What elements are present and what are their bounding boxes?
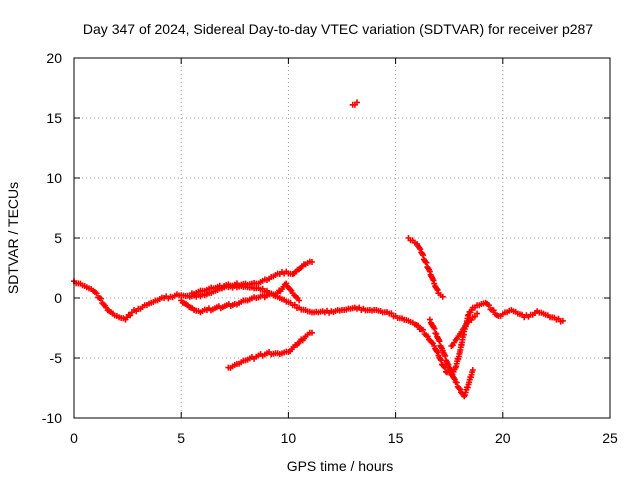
data-point-fill [417, 246, 424, 253]
y-tick-label: 15 [46, 110, 62, 126]
data-point [308, 329, 315, 336]
data-point [439, 293, 446, 300]
y-tick-label: -5 [50, 350, 63, 366]
data-point-fill [432, 330, 439, 337]
grid-lines [74, 58, 610, 418]
data-point [296, 297, 303, 304]
data-point [559, 317, 566, 324]
data-point [308, 259, 315, 265]
data-point [474, 310, 481, 317]
data-point-fill [98, 295, 105, 302]
y-axis-label: SDTVAR / TECUs [5, 182, 21, 294]
y-tick-label: 10 [46, 170, 62, 186]
x-tick-label: 25 [602, 430, 618, 446]
data-point-fill [415, 322, 422, 329]
data-point-fill [93, 290, 100, 297]
data-point [469, 367, 476, 373]
y-tick-label: -10 [42, 410, 62, 426]
data-point-fill [423, 259, 430, 266]
x-tick-label: 0 [70, 430, 78, 446]
data-point [424, 333, 431, 340]
data-point-fill [388, 310, 395, 317]
data-points [71, 99, 566, 400]
data-point-fill [436, 338, 443, 345]
y-tick-label: 0 [54, 290, 62, 306]
plot-frame [73, 57, 611, 419]
x-axis-label: GPS time / hours [287, 458, 394, 474]
chart-title: Day 347 of 2024, Sidereal Day-to-day VTE… [83, 21, 593, 37]
x-tick-labels: 0 5 10 15 20 25 [70, 430, 618, 446]
data-point [426, 316, 433, 323]
data-point [283, 280, 290, 287]
x-tick-label: 5 [177, 430, 185, 446]
data-point-fill [442, 352, 449, 359]
data-point-fill [490, 307, 497, 314]
data-point-fill [291, 301, 298, 308]
data-point [456, 386, 463, 393]
data-point-fill [434, 349, 441, 356]
data-point-fill [419, 326, 426, 333]
data-point-fill [453, 379, 460, 386]
y-tick-labels: -10 -5 0 5 10 15 20 [42, 50, 62, 426]
data-point-fill [420, 252, 427, 259]
data-point [354, 99, 361, 106]
data-point-fill [434, 287, 441, 294]
data-point-fill [448, 367, 455, 374]
y-tick-label: 5 [54, 230, 62, 246]
data-point-fill [485, 302, 492, 309]
y-tick-label: 20 [46, 50, 62, 66]
data-point-fill [431, 325, 438, 332]
x-tick-label: 15 [388, 430, 404, 446]
x-tick-label: 10 [281, 430, 297, 446]
x-tick-label: 20 [495, 430, 511, 446]
